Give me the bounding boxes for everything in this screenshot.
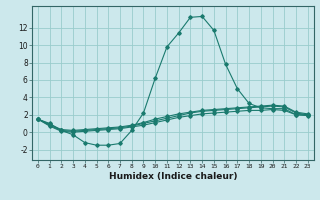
X-axis label: Humidex (Indice chaleur): Humidex (Indice chaleur) xyxy=(108,172,237,181)
